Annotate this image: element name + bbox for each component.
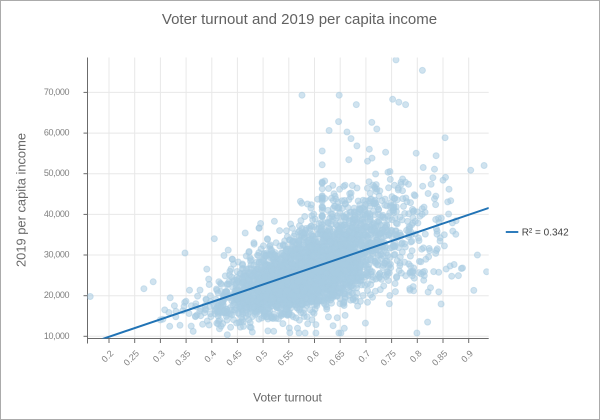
svg-text:70,000: 70,000 <box>44 87 70 97</box>
svg-text:20,000: 20,000 <box>44 290 70 300</box>
svg-text:Voter turnout and 2019 per cap: Voter turnout and 2019 per capita income <box>162 11 437 28</box>
svg-text:R² = 0.342: R² = 0.342 <box>522 228 569 239</box>
svg-text:2019 per capita income: 2019 per capita income <box>14 133 29 267</box>
svg-text:30,000: 30,000 <box>44 250 70 260</box>
svg-text:40,000: 40,000 <box>44 209 70 219</box>
svg-text:60,000: 60,000 <box>44 128 70 138</box>
svg-text:10,000: 10,000 <box>44 331 70 341</box>
svg-text:50,000: 50,000 <box>44 168 70 178</box>
svg-text:Voter turnout: Voter turnout <box>253 391 322 405</box>
